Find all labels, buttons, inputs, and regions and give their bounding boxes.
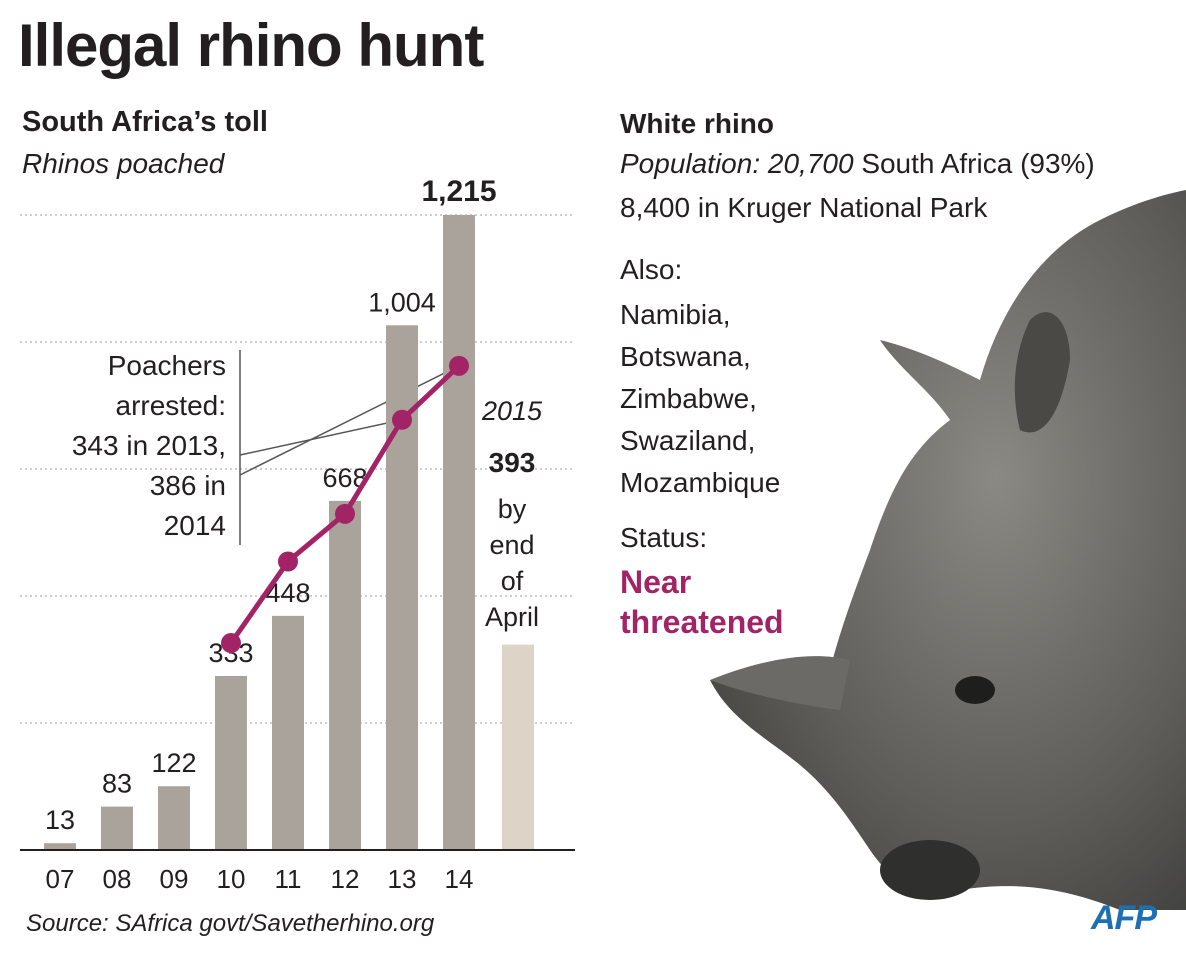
data-label-14: 1,215 <box>421 175 496 208</box>
bar-2015 <box>502 644 534 850</box>
annotation-leader <box>239 419 403 456</box>
population-rest: South Africa (93%) <box>861 148 1095 179</box>
bar-2015-note: by <box>498 494 527 524</box>
population-label: Population: <box>620 148 761 179</box>
bar-07 <box>44 843 76 850</box>
afp-logo: AFP <box>1091 899 1157 937</box>
bar-13 <box>386 325 418 850</box>
chart-title: South Africa’s toll <box>22 106 268 138</box>
tick-label-10: 10 <box>217 864 246 894</box>
rhino-ear-icon <box>1014 312 1070 433</box>
arrests-point-14 <box>449 355 469 376</box>
kruger-line: 8,400 in Kruger National Park <box>620 192 988 223</box>
also-label: Also: <box>620 254 683 285</box>
bar-11 <box>272 615 304 850</box>
country-item: Botswana, <box>620 341 751 372</box>
tick-label-11: 11 <box>275 864 302 894</box>
country-item: Mozambique <box>620 467 781 498</box>
source-note: Source: SAfrica govt/Savetherhino.org <box>26 910 435 937</box>
bar-14 <box>443 215 475 850</box>
annotation-leader <box>239 365 460 476</box>
page-title: Illegal rhino hunt <box>18 12 484 79</box>
bar-2015-year: 2015 <box>481 396 543 426</box>
rhino-eye-icon <box>955 676 995 704</box>
arrests-point-10 <box>221 633 241 654</box>
status-line: threatened <box>620 604 784 640</box>
bar-2015-note: April <box>485 602 539 632</box>
population-line: Population: 20,700 South Africa (93%) <box>620 148 1095 180</box>
status-value: Near threatened <box>620 562 784 642</box>
rhino-title: White rhino <box>620 108 774 139</box>
chart-subtitle: Rhinos poached <box>22 148 225 179</box>
arrests-point-11 <box>278 551 298 572</box>
bar-2015-value: 393 <box>489 447 536 478</box>
rhino-head-icon <box>710 190 1186 910</box>
arrests-point-12 <box>335 503 355 524</box>
status-label: Status: <box>620 522 708 553</box>
bar-2015-note: end <box>489 530 534 560</box>
data-label-07: 13 <box>45 805 75 835</box>
tick-label-12: 12 <box>331 864 360 894</box>
tick-label-07: 07 <box>46 864 75 894</box>
country-item: Namibia, <box>620 299 731 330</box>
bar-chart: 13078308122093331044811668121,004131,215… <box>20 175 575 894</box>
bar-12 <box>329 500 361 850</box>
also-list: Namibia, Botswana, Zimbabwe, Swaziland, … <box>620 294 780 504</box>
bar-10 <box>215 675 247 850</box>
rhino-image <box>710 190 1186 910</box>
data-label-13: 1,004 <box>368 287 436 317</box>
rhino-horn-icon <box>710 656 850 710</box>
bar-09 <box>158 786 190 850</box>
annotation-text: 2014 <box>164 510 226 541</box>
annotation-text: arrested: <box>116 390 227 421</box>
tick-label-09: 09 <box>160 864 189 894</box>
tick-label-14: 14 <box>445 864 474 894</box>
data-label-08: 83 <box>102 769 132 799</box>
bar-2015-note: of <box>501 566 524 596</box>
population-value: 20,700 <box>767 148 854 179</box>
status-line: Near <box>620 564 692 600</box>
country-item: Zimbabwe, <box>620 383 757 414</box>
annotation-text: 386 in <box>150 470 226 501</box>
country-item: Swaziland, <box>620 425 756 456</box>
tick-label-13: 13 <box>388 864 417 894</box>
data-label-09: 122 <box>151 748 196 778</box>
arrests-point-13 <box>392 409 412 430</box>
tick-label-08: 08 <box>103 864 132 894</box>
annotation-text: Poachers <box>108 350 226 381</box>
bar-08 <box>101 806 133 850</box>
annotation-text: 343 in 2013, <box>72 430 226 461</box>
